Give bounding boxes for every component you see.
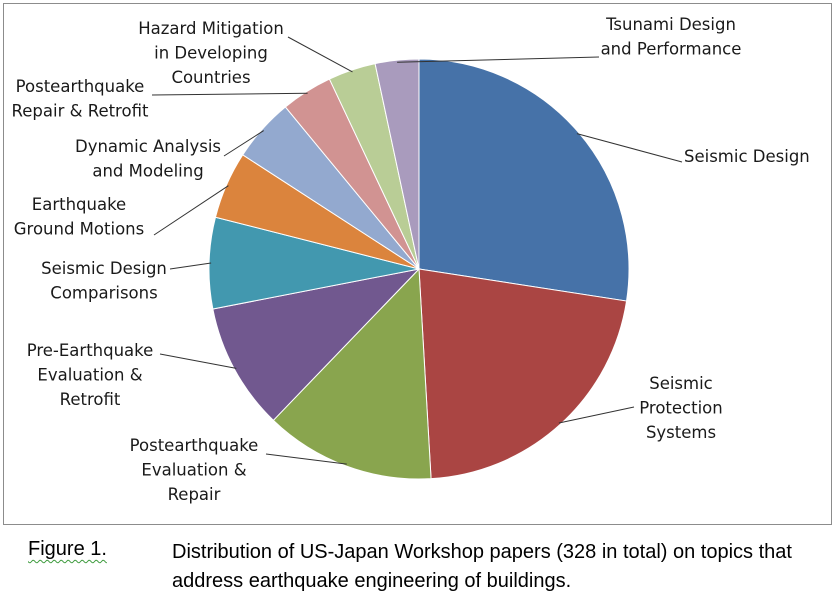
data-label: Tsunami Design and Performance bbox=[601, 15, 742, 59]
leader-line bbox=[223, 130, 264, 157]
pie-slice bbox=[418, 268, 628, 480]
leader-line bbox=[576, 133, 683, 163]
leader-line bbox=[151, 92, 308, 96]
leader-line bbox=[169, 262, 212, 270]
leader-line bbox=[287, 36, 353, 73]
data-label: Seismic Design Comparisons bbox=[41, 259, 167, 303]
figure-label: Figure 1. bbox=[28, 538, 107, 560]
data-label: Pre-Earthquake Evaluation & Retrofit bbox=[27, 341, 154, 409]
data-label: Postearthquake Evaluation & Repair bbox=[130, 436, 259, 504]
data-label: Dynamic Analysis and Modeling bbox=[75, 137, 221, 181]
data-label: Earthquake Ground Motions bbox=[14, 195, 144, 239]
caption-text: Distribution of US-Japan Workshop papers… bbox=[172, 541, 792, 592]
data-label: Seismic Design bbox=[684, 147, 810, 166]
data-label: Hazard Mitigation in Developing Countries bbox=[138, 19, 284, 87]
chart-frame: Seismic Design Seismic Protection Systems Po… bbox=[3, 3, 832, 525]
leader-line bbox=[159, 353, 237, 369]
pie-slice bbox=[418, 58, 630, 302]
pie-slice bbox=[374, 58, 420, 270]
pie-slice bbox=[272, 267, 432, 480]
data-label: Seismic Protection Systems bbox=[639, 374, 722, 442]
leader-line bbox=[558, 406, 635, 424]
leader-line bbox=[265, 453, 347, 465]
pie-chart: Seismic Design Seismic Protection Systems Po… bbox=[12, 15, 810, 504]
pie-slice bbox=[212, 268, 421, 422]
data-label: Postearthquake Repair & Retrofit bbox=[12, 77, 149, 121]
leader-line bbox=[153, 185, 229, 236]
leader-line bbox=[397, 56, 600, 63]
